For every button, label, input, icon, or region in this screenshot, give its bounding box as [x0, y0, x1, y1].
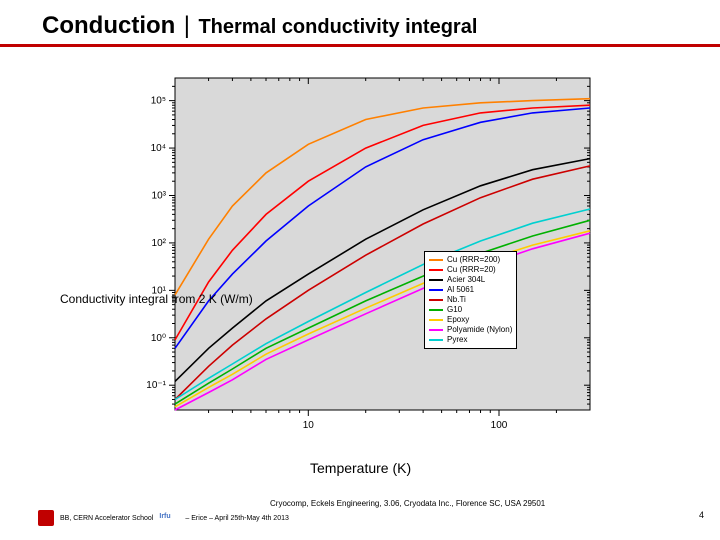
- legend-item: Nb.Ti: [429, 295, 512, 305]
- svg-text:10⁻¹: 10⁻¹: [146, 380, 166, 391]
- legend-item: Al 5061: [429, 285, 512, 295]
- cea-logo-icon: [38, 510, 54, 526]
- footer-left: BB, CERN Accelerator School Irfu – Erice…: [38, 510, 289, 526]
- legend-swatch-icon: [429, 269, 443, 271]
- legend-item: Cu (RRR=20): [429, 265, 512, 275]
- svg-text:10⁵: 10⁵: [151, 96, 166, 107]
- title-separator: |: [184, 12, 190, 39]
- legend-label: Nb.Ti: [447, 295, 466, 305]
- title-rule: [0, 44, 720, 47]
- legend-label: Cu (RRR=20): [447, 265, 496, 275]
- legend-item: G10: [429, 305, 512, 315]
- slide: Conduction | Thermal conductivity integr…: [0, 0, 720, 540]
- footer-text-suffix: – Erice – April 25th-May 4th 2013: [185, 515, 289, 522]
- legend-label: Cu (RRR=200): [447, 255, 500, 265]
- legend-label: Acier 304L: [447, 275, 485, 285]
- legend-item: Pyrex: [429, 335, 512, 345]
- svg-text:10⁴: 10⁴: [151, 143, 166, 154]
- legend-item: Epoxy: [429, 315, 512, 325]
- legend-swatch-icon: [429, 299, 443, 301]
- svg-text:100: 100: [491, 420, 508, 431]
- footer-caption: Cryocomp, Eckels Engineering, 3.06, Cryo…: [270, 499, 545, 508]
- legend-swatch-icon: [429, 319, 443, 321]
- svg-text:10³: 10³: [152, 190, 167, 201]
- legend-item: Polyamide (Nylon): [429, 325, 512, 335]
- legend-swatch-icon: [429, 339, 443, 341]
- legend-swatch-icon: [429, 289, 443, 291]
- footer: BB, CERN Accelerator School Irfu – Erice…: [0, 500, 720, 530]
- legend-label: Al 5061: [447, 285, 474, 295]
- legend-label: Polyamide (Nylon): [447, 325, 512, 335]
- x-axis-label: Temperature (K): [310, 460, 411, 476]
- legend-swatch-icon: [429, 259, 443, 261]
- svg-text:10⁰: 10⁰: [151, 333, 166, 344]
- page-number: 4: [699, 510, 704, 520]
- chart-container: 1010010⁻¹10⁰10¹10²10³10⁴10⁵ Cu (RRR=200)…: [120, 70, 600, 450]
- legend-item: Cu (RRR=200): [429, 255, 512, 265]
- footer-text-prefix: BB, CERN Accelerator School: [60, 515, 153, 522]
- title-main: Conduction: [42, 12, 175, 39]
- legend-swatch-icon: [429, 279, 443, 281]
- legend-item: Acier 304L: [429, 275, 512, 285]
- slide-title: Conduction | Thermal conductivity integr…: [42, 12, 700, 40]
- svg-text:10²: 10²: [152, 238, 167, 249]
- chart-legend: Cu (RRR=200)Cu (RRR=20)Acier 304LAl 5061…: [424, 251, 517, 349]
- conductivity-chart: 1010010⁻¹10⁰10¹10²10³10⁴10⁵: [120, 70, 600, 450]
- legend-label: Epoxy: [447, 315, 469, 325]
- legend-label: Pyrex: [447, 335, 467, 345]
- y-axis-label: Conductivity integral from 2 K (W/m): [60, 292, 253, 306]
- legend-swatch-icon: [429, 309, 443, 311]
- svg-text:10: 10: [303, 420, 315, 431]
- legend-swatch-icon: [429, 329, 443, 331]
- title-sub: Thermal conductivity integral: [198, 16, 477, 38]
- legend-label: G10: [447, 305, 462, 315]
- irfu-logo-icon: Irfu: [159, 513, 179, 523]
